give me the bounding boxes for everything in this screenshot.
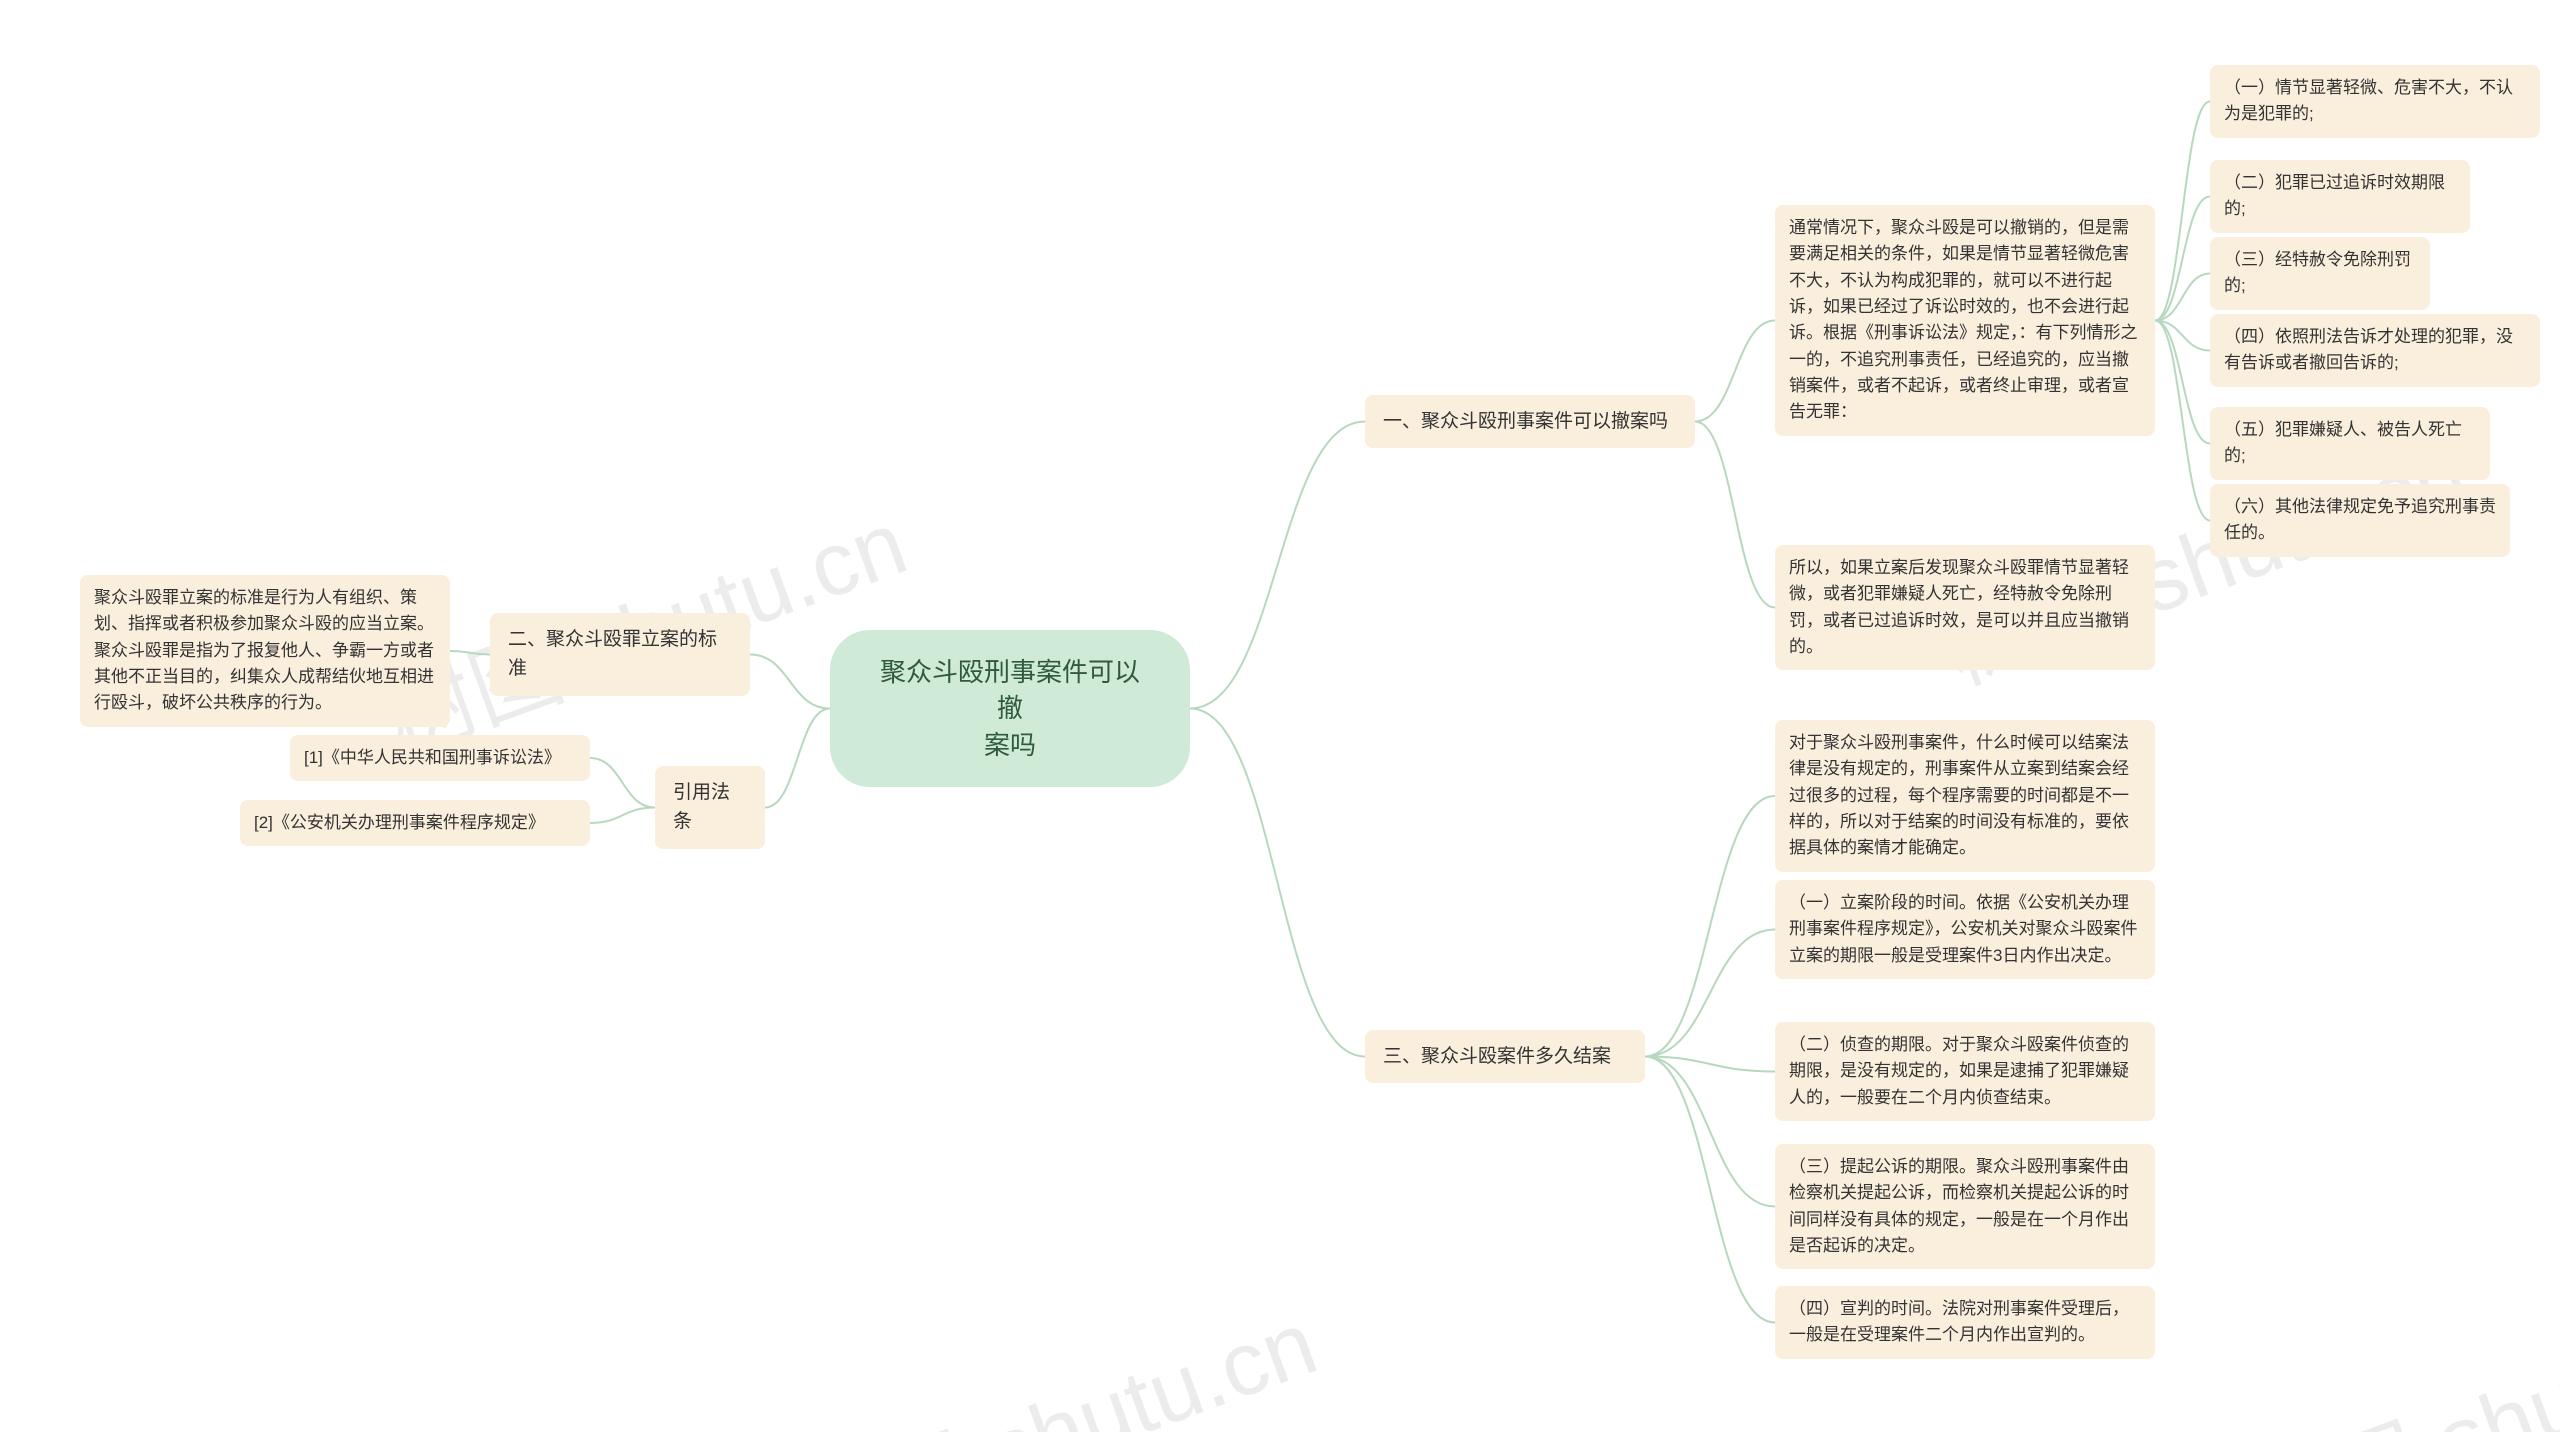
branch-1-sub-1: 通常情况下，聚众斗殴是可以撤销的，但是需要满足相关的条件，如果是情节显著轻微危害… — [1775, 205, 2155, 436]
branch-2: 二、聚众斗殴罪立案的标准 — [490, 613, 750, 696]
branch-3-item-4: （三）提起公诉的期限。聚众斗殴刑事案件由检察机关提起公诉，而检察机关提起公诉的时… — [1775, 1144, 2155, 1269]
root-line2: 案吗 — [984, 730, 1036, 760]
branch-1-sub-1-item-3: （三）经特赦令免除刑罚的; — [2210, 237, 2430, 310]
branch-4-item-2: [2]《公安机关办理刑事案件程序规定》 — [240, 800, 590, 846]
branch-3-item-2: （一）立案阶段的时间。依据《公安机关办理刑事案件程序规定》，公安机关对聚众斗殴案… — [1775, 880, 2155, 979]
watermark: 树图 shutu.cn — [774, 1271, 1331, 1432]
root-line1: 聚众斗殴刑事案件可以撤 — [880, 657, 1140, 723]
branch-3: 三、聚众斗殴案件多久结案 — [1365, 1030, 1645, 1083]
branch-3-item-3: （二）侦查的期限。对于聚众斗殴案件侦查的期限，是没有规定的，如果是逮捕了犯罪嫌疑… — [1775, 1022, 2155, 1121]
root-node: 聚众斗殴刑事案件可以撤 案吗 — [830, 630, 1190, 787]
branch-1: 一、聚众斗殴刑事案件可以撤案吗 — [1365, 395, 1695, 448]
branch-1-sub-1-item-2: （二）犯罪已过追诉时效期限的; — [2210, 160, 2470, 233]
branch-3-item-5: （四）宣判的时间。法院对刑事案件受理后，一般是在受理案件二个月内作出宣判的。 — [1775, 1286, 2155, 1359]
branch-1-sub-1-item-4: （四）依照刑法告诉才处理的犯罪，没有告诉或者撤回告诉的; — [2210, 314, 2540, 387]
branch-1-sub-1-item-5: （五）犯罪嫌疑人、被告人死亡的; — [2210, 407, 2490, 480]
branch-1-sub-1-item-1: （一）情节显著轻微、危害不大，不认为是犯罪的; — [2210, 65, 2540, 138]
branch-2-detail: 聚众斗殴罪立案的标准是行为人有组织、策划、指挥或者积极参加聚众斗殴的应当立案。聚… — [80, 575, 450, 727]
branch-4: 引用法条 — [655, 766, 765, 849]
branch-1-sub-2: 所以，如果立案后发现聚众斗殴罪情节显著轻微，或者犯罪嫌疑人死亡，经特赦令免除刑罚… — [1775, 545, 2155, 670]
branch-3-item-1: 对于聚众斗殴刑事案件，什么时候可以结案法律是没有规定的，刑事案件从立案到结案会经… — [1775, 720, 2155, 872]
branch-1-sub-1-item-6: （六）其他法律规定免予追究刑事责任的。 — [2210, 484, 2510, 557]
branch-4-item-1: [1]《中华人民共和国刑事诉讼法》 — [290, 735, 590, 781]
watermark: 树图 shutu.cn — [2224, 1261, 2560, 1432]
mindmap-canvas: { "colors": { "background": "#ffffff", "… — [0, 0, 2560, 1432]
